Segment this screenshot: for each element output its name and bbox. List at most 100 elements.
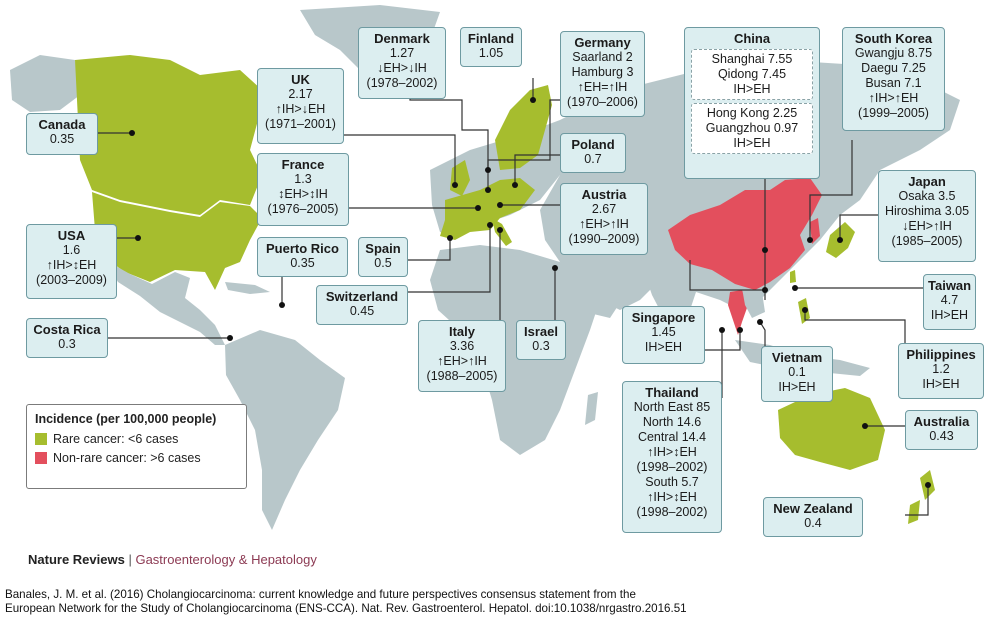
france-box: France 1.3 ↕EH>↕IH (1976–2005): [257, 153, 349, 226]
china-name: China: [733, 31, 771, 46]
china-qidong: Qidong 7.45: [717, 67, 787, 81]
philippines-name: Philippines: [906, 347, 976, 362]
china-box: China Shanghai 7.55 Qidong 7.45 IH>EH Ho…: [684, 27, 820, 179]
thailand-period-1: (1998–2002): [636, 460, 708, 474]
germany-period: (1970–2006): [567, 95, 638, 109]
thailand-trend-1: ↑IH>↕EH: [647, 445, 697, 459]
puerto-rico-rate: 0.35: [290, 256, 315, 270]
se-asia-land: [742, 288, 765, 318]
vietnam-rate: 0.1: [788, 365, 806, 379]
singapore-box: Singapore 1.45 IH>EH: [622, 306, 705, 364]
journal-name: Nature Reviews: [28, 552, 125, 567]
china-south-subbox: Hong Kong 2.25 Guangzhou 0.97 IH>EH: [691, 103, 813, 154]
map-legend: Incidence (per 100,000 people) Rare canc…: [26, 404, 247, 489]
location-dots: [129, 97, 931, 488]
germany-name: Germany: [574, 35, 631, 50]
poland-box: Poland 0.7: [560, 133, 626, 173]
denmark-trend: ↓EH>↓IH: [377, 61, 427, 75]
citation-line-1: Banales, J. M. et al. (2016) Cholangioca…: [5, 588, 636, 601]
france-name: France: [281, 157, 325, 172]
new-zealand-name: New Zealand: [773, 501, 853, 516]
japan-trend: ↓EH>↑IH: [902, 219, 952, 233]
korea-land: [810, 218, 820, 244]
thailand-trend-2: ↑IH>↕EH: [647, 490, 697, 504]
denmark-name: Denmark: [374, 31, 430, 46]
legend-nonrare-row: Non-rare cancer: >6 cases: [35, 451, 238, 465]
costa-rica-box: Costa Rica 0.3: [26, 318, 108, 358]
spain-box: Spain 0.5: [358, 237, 408, 277]
denmark-period: (1978–2002): [366, 76, 438, 90]
thailand-period-2: (1998–2002): [636, 505, 708, 519]
taiwan-land: [790, 270, 796, 283]
austria-box: Austria 2.67 ↑EH>↑IH (1990–2009): [560, 183, 648, 255]
south-korea-daegu: Daegu 7.25: [861, 61, 926, 75]
madagascar-land: [585, 392, 598, 425]
journal-footer: Nature Reviews | Gastroenterology & Hepa…: [28, 552, 317, 567]
canada-land: [75, 55, 262, 215]
vietnam-trend: IH>EH: [778, 380, 816, 394]
south-korea-period: (1999–2005): [858, 106, 929, 120]
australia-land: [778, 388, 885, 470]
taiwan-trend: IH>EH: [930, 308, 969, 322]
mexico-land: [105, 260, 225, 345]
legend-rare-row: Rare cancer: <6 cases: [35, 432, 238, 446]
south-korea-trend: ↑IH>↑EH: [868, 91, 919, 105]
alaska-land: [10, 55, 80, 112]
italy-period: (1988–2005): [426, 369, 498, 383]
taiwan-box: Taiwan 4.7 IH>EH: [923, 274, 976, 330]
italy-box: Italy 3.36 ↑EH>↑IH (1988–2005): [418, 320, 506, 392]
usa-box: USA 1.6 ↑IH>↕EH (2003–2009): [26, 224, 117, 299]
singapore-trend: IH>EH: [644, 340, 683, 354]
uk-trend: ↑IH>↓EH: [275, 102, 326, 116]
denmark-box: Denmark 1.27 ↓EH>↓IH (1978–2002): [358, 27, 446, 99]
south-korea-box: South Korea Gwangju 8.75 Daegu 7.25 Busa…: [842, 27, 945, 131]
austria-trend: ↑EH>↑IH: [579, 217, 629, 231]
scandinavia-land: [495, 85, 552, 170]
legend-nonrare-swatch: [35, 452, 47, 464]
legend-title: Incidence (per 100,000 people): [35, 412, 217, 426]
china-south-trend: IH>EH: [733, 136, 771, 150]
germany-box: Germany Saarland 2 Hamburg 3 ↑EH=↑IH (19…: [560, 31, 645, 117]
uk-rate: 2.17: [288, 87, 313, 101]
puerto-rico-box: Puerto Rico 0.35: [257, 237, 348, 277]
legend-rare-swatch: [35, 433, 47, 445]
japan-box: Japan Osaka 3.5 Hiroshima 3.05 ↓EH>↑IH (…: [878, 170, 976, 262]
western-europe-land: [440, 178, 535, 240]
australia-name: Australia: [913, 414, 970, 429]
philippines-trend: IH>EH: [922, 377, 960, 391]
citation-text: Banales, J. M. et al. (2016) Cholangioca…: [5, 588, 765, 616]
uk-box: UK 2.17 ↑IH>↓EH (1971–2001): [257, 68, 344, 144]
legend-nonrare-label: Non-rare cancer: >6 cases: [53, 451, 201, 465]
south-korea-busan: Busan 7.1: [865, 76, 922, 90]
canada-name: Canada: [38, 117, 86, 132]
philippines-box: Philippines 1.2 IH>EH: [898, 343, 984, 399]
usa-rate: 1.6: [62, 243, 81, 257]
usa-period: (2003–2009): [36, 273, 107, 287]
finland-rate: 1.05: [478, 46, 504, 60]
austria-rate: 2.67: [591, 202, 617, 216]
world-map: [10, 5, 960, 530]
thailand-land: [728, 290, 748, 335]
canada-rate: 0.35: [49, 132, 75, 146]
spain-name: Spain: [365, 241, 401, 256]
journal-section: Gastroenterology & Hepatology: [135, 552, 317, 567]
austria-name: Austria: [581, 187, 627, 202]
legend-rare-label: Rare cancer: <6 cases: [53, 432, 179, 446]
uk-name: UK: [291, 72, 310, 87]
new-zealand-land: [908, 470, 935, 524]
china-land: [668, 178, 822, 290]
caribbean-land: [225, 282, 270, 294]
denmark-rate: 1.27: [389, 46, 415, 60]
italy-name: Italy: [448, 324, 475, 339]
usa-land: [92, 192, 262, 290]
thailand-north-east: North East 85: [633, 400, 711, 414]
uk-period: (1971–2001): [265, 117, 336, 131]
new-zealand-box: New Zealand 0.4: [763, 497, 863, 537]
arabia-land: [560, 262, 625, 318]
footer-separator: |: [128, 552, 132, 567]
thailand-box: Thailand North East 85 North 14.6 Centra…: [622, 381, 722, 533]
australia-rate: 0.43: [929, 429, 954, 443]
japan-osaka: Osaka 3.5: [898, 189, 956, 203]
costa-rica-rate: 0.3: [58, 337, 76, 351]
thailand-south: South 5.7: [645, 475, 699, 489]
